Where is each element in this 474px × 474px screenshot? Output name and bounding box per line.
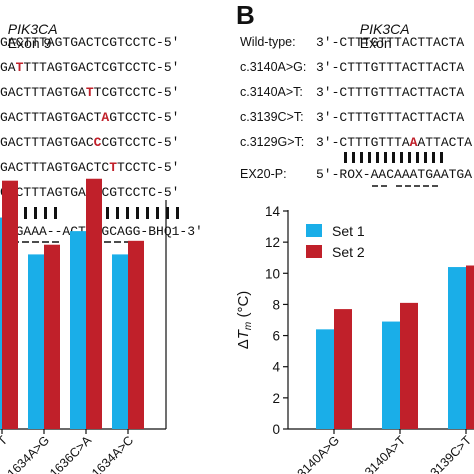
bar-set-2-c.3140A>T bbox=[400, 302, 418, 429]
right-chart-legend: Set 1 Set 2 bbox=[306, 223, 365, 260]
x-tick-label: c.3140A>T bbox=[355, 433, 408, 474]
bar-set-2-c.1634A>C bbox=[128, 240, 144, 429]
panel-b-gene: PIK3CA bbox=[359, 21, 410, 37]
legend-swatch bbox=[306, 245, 322, 258]
right-chart-frame bbox=[287, 210, 474, 430]
bar-set-2-c.1634A>G bbox=[44, 244, 60, 429]
y-tick-label: 10 bbox=[265, 266, 280, 281]
panel-a-seq-1: GATTTTAGTGACTCGTCCTC-5' bbox=[0, 60, 180, 75]
right-chart-x-ticks: c.3140A>G c.3140A>T c.3139C>T bbox=[288, 429, 474, 474]
panel-a-seq-4: GACTTTAGTGACCCGTCCTC-5' bbox=[0, 135, 180, 150]
y-tick-label: 0 bbox=[272, 422, 280, 437]
right-chart-y-axis: 0 2 4 6 8 10 12 14 bbox=[265, 204, 288, 437]
panel-a-exon: Exon 9 bbox=[7, 35, 52, 51]
legend-swatch bbox=[306, 224, 322, 237]
seq-label: c.3140A>T: bbox=[240, 85, 303, 99]
mutation-base: A bbox=[409, 135, 418, 150]
y-tick-label: 8 bbox=[272, 297, 280, 312]
panel-a-seq-5: GACTTTAGTGACTCTTCCTC-5' bbox=[0, 160, 180, 175]
panel-b-seq-2: 3'-CTTTGTTTACTTACTA bbox=[316, 85, 465, 100]
mutation-base: T bbox=[109, 160, 118, 175]
y-tick-label: 12 bbox=[265, 235, 280, 250]
panel-b-letter: B bbox=[236, 0, 255, 30]
x-tick-label: 6G>T bbox=[0, 433, 10, 466]
panel-a-seq-2: GACTTTAGTGATTCGTCCTC-5' bbox=[0, 85, 180, 100]
bar-set-1-c.1636C>A bbox=[70, 231, 86, 429]
panel-a-gene: PIK3CA bbox=[7, 21, 58, 37]
panel-b-title: PIK3CA Exon bbox=[352, 8, 410, 50]
bar-set-1-c.1634A>C bbox=[112, 254, 128, 429]
panel-a-seq-0: GACTTTAGTGACTCGTCCTC-5' bbox=[0, 35, 180, 50]
bar-set-2-c.1636G>T bbox=[2, 180, 18, 429]
mutation-base: A bbox=[101, 110, 110, 125]
x-tick-label: c.3140A>G bbox=[288, 433, 342, 474]
bar-set-1-c.3140A>T bbox=[382, 321, 400, 429]
probe-label: EX20-P: bbox=[240, 167, 287, 181]
panel-a-title: PIK3CA Exon 9 bbox=[0, 8, 58, 50]
panel-b-exon: Exon bbox=[359, 35, 392, 51]
legend-label: Set 2 bbox=[332, 244, 365, 260]
bar-set-1-c.1634A>G bbox=[28, 254, 44, 429]
panel-a-seq-3: GACTTTAGTGACTAGTCCTC-5' bbox=[0, 110, 180, 125]
panel-b-seq-3: 3'-CTTTGTTTACTTACTA bbox=[316, 110, 465, 125]
panel-b-seq-1: 3'-CTTTGTTTACTTACTA bbox=[316, 60, 465, 75]
y-tick-label: 4 bbox=[272, 360, 280, 375]
panel-b-seq-0: 3'-CTTTGTTTACTTACTA bbox=[316, 35, 465, 50]
bar-set-1-c.3139C>T bbox=[448, 267, 466, 429]
bar-set-1-c.3140A>G bbox=[316, 329, 334, 429]
seq-label: c.3140A>G: bbox=[240, 60, 307, 74]
seq-label: c.3129G>T: bbox=[240, 135, 305, 149]
y-tick-label: 2 bbox=[272, 391, 280, 406]
panel-a-seq-6: GACTTTAGTGACGCGTCCTC-5' bbox=[0, 185, 180, 200]
mutation-base: T bbox=[85, 85, 94, 100]
left-chart-x-ticks: 6G>Tc.1634A>Gc.1636C>Ac.1634A>C bbox=[0, 429, 136, 474]
seq-label: Wild-type: bbox=[240, 35, 296, 49]
panel-b-probe: 5'-ROX-AACAAATGAATGA- bbox=[316, 167, 474, 182]
bar-set-2-c.3140A>G bbox=[334, 309, 352, 429]
bar-set-1-c.1636G>T bbox=[0, 217, 2, 429]
x-tick-label: c.1636C>A bbox=[40, 433, 94, 474]
mutation-base: C bbox=[93, 135, 102, 150]
legend-label: Set 1 bbox=[332, 223, 365, 239]
y-tick-label: 14 bbox=[265, 204, 281, 219]
right-chart-bars bbox=[316, 265, 474, 429]
y-axis-label: ΔTm (°C) bbox=[235, 291, 254, 350]
x-tick-label: c.3139C>T bbox=[421, 433, 474, 474]
seq-label: c.3139C>T: bbox=[240, 110, 304, 124]
mutation-base: T bbox=[15, 60, 24, 75]
y-tick-label: 6 bbox=[272, 329, 280, 344]
x-tick-label: c.1634A>G bbox=[0, 433, 52, 474]
left-chart-bars bbox=[0, 178, 144, 429]
bar-set-2-c.3139C>T bbox=[466, 265, 474, 429]
panel-b-seq-4: 3'-CTTTGTTTAAATTACTA bbox=[316, 135, 473, 150]
bar-set-2-c.1636C>A bbox=[86, 178, 102, 429]
